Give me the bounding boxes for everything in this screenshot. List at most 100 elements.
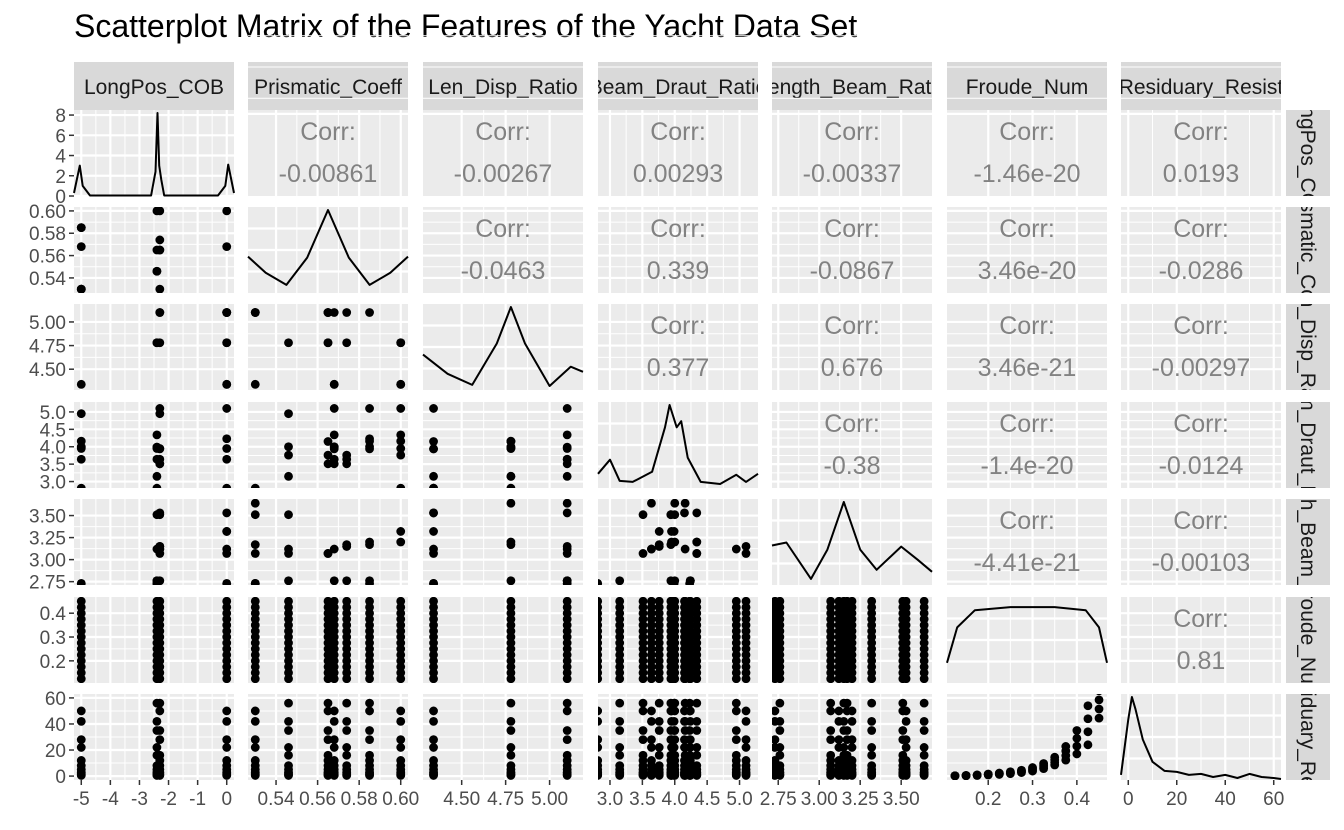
point: [155, 235, 165, 245]
point: [919, 743, 929, 752]
corr-label-2-6: Corr:: [1173, 312, 1229, 340]
corr-value-2-6: -0.00297: [1152, 354, 1251, 382]
point: [396, 450, 406, 460]
corr-label-1-4: Corr:: [824, 215, 880, 243]
density-curve-3: [597, 404, 759, 485]
point: [342, 308, 352, 317]
point: [222, 483, 232, 488]
point: [342, 716, 352, 726]
point: [342, 761, 352, 771]
point: [429, 716, 438, 726]
point: [685, 597, 695, 606]
point: [429, 471, 438, 481]
point: [847, 597, 857, 606]
row-strip-label-5: Froude_Num: [1296, 579, 1319, 702]
x-tick-label-6-2: 40: [1215, 789, 1236, 810]
panel-5-2: [423, 597, 583, 683]
corr-label-5-6: Corr:: [1173, 605, 1229, 633]
corr-label-3-4: Corr:: [824, 410, 880, 438]
scatter-points-2-0: [76, 308, 232, 389]
point: [826, 698, 836, 708]
point: [647, 597, 656, 606]
point: [222, 207, 232, 216]
point: [155, 459, 165, 469]
point: [365, 308, 374, 317]
corr-label-2-5: Corr:: [999, 312, 1055, 340]
point: [741, 549, 751, 558]
point: [901, 756, 911, 765]
scatter-points-4-2: [429, 499, 572, 585]
corr-value-4-6: -0.00103: [1152, 549, 1251, 577]
row-strip-label-2: Len_Disp_Ratio: [1296, 272, 1319, 421]
point: [329, 544, 339, 554]
point: [901, 716, 911, 726]
point: [901, 743, 911, 752]
y-tick-label-1-2: 0.58: [29, 224, 66, 245]
point: [867, 716, 877, 726]
point: [222, 706, 232, 716]
scatter-points-6-4: [772, 698, 929, 780]
point: [152, 207, 162, 216]
point: [666, 576, 676, 585]
point: [222, 338, 232, 348]
point: [654, 716, 664, 726]
point: [842, 698, 852, 708]
point: [76, 483, 86, 488]
x-tick-label-4-3: 3.50: [883, 789, 920, 810]
point: [365, 750, 374, 760]
point: [76, 223, 86, 233]
x-tick-label-5-0: 0.2: [975, 789, 1001, 810]
point: [284, 698, 293, 708]
point: [284, 761, 293, 771]
point: [250, 716, 260, 726]
point: [901, 735, 911, 745]
point: [284, 726, 293, 735]
point: [775, 716, 785, 726]
point: [396, 527, 406, 536]
panel-2-3: [598, 304, 758, 390]
point: [284, 450, 293, 460]
row-strip-label-4: Length_Beam_Ratio: [1296, 446, 1319, 637]
point: [667, 537, 676, 547]
y-tick-label-1-1: 0.56: [29, 247, 66, 268]
point: [1072, 726, 1082, 735]
point: [329, 756, 339, 765]
point: [867, 597, 877, 606]
point: [826, 726, 836, 735]
point: [685, 698, 695, 708]
point: [598, 597, 603, 606]
point: [839, 716, 849, 726]
column-strip-2: [423, 62, 583, 110]
column-strip-4: [772, 62, 932, 110]
corr-value-0-1: -0.00861: [279, 160, 378, 188]
panel-4-2: [423, 499, 583, 585]
point: [654, 743, 664, 752]
point: [222, 444, 232, 453]
point: [775, 743, 785, 752]
point: [506, 716, 516, 726]
point: [342, 726, 352, 735]
corr-label-1-3: Corr:: [650, 215, 706, 243]
y-tick-label-3-0: 3.0: [40, 473, 66, 494]
corr-value-3-6: -0.0124: [1159, 452, 1244, 480]
y-tick-label-1-3: 0.60: [29, 202, 66, 223]
point: [562, 549, 572, 558]
point: [919, 597, 929, 606]
point: [834, 706, 844, 716]
corr-value-0-2: -0.00267: [454, 160, 553, 188]
point: [342, 743, 352, 752]
point: [598, 579, 603, 585]
corr-label-4-5: Corr:: [999, 507, 1055, 535]
corr-label-0-6: Corr:: [1173, 118, 1229, 146]
scatter-points-4-3: [598, 499, 751, 585]
point: [365, 434, 374, 444]
corr-value-2-4: 0.676: [821, 354, 884, 382]
y-tick-label-6-1: 20: [45, 741, 66, 762]
row-strip-label-6: Residuary_Resist: [1296, 655, 1319, 820]
row-strip-6: [1286, 694, 1330, 780]
point: [329, 379, 339, 389]
x-tick-label-1-3: 0.60: [382, 789, 419, 810]
panel-0-2: [423, 110, 583, 196]
x-tick-label-4-0: 2.75: [760, 789, 797, 810]
point: [429, 527, 438, 536]
